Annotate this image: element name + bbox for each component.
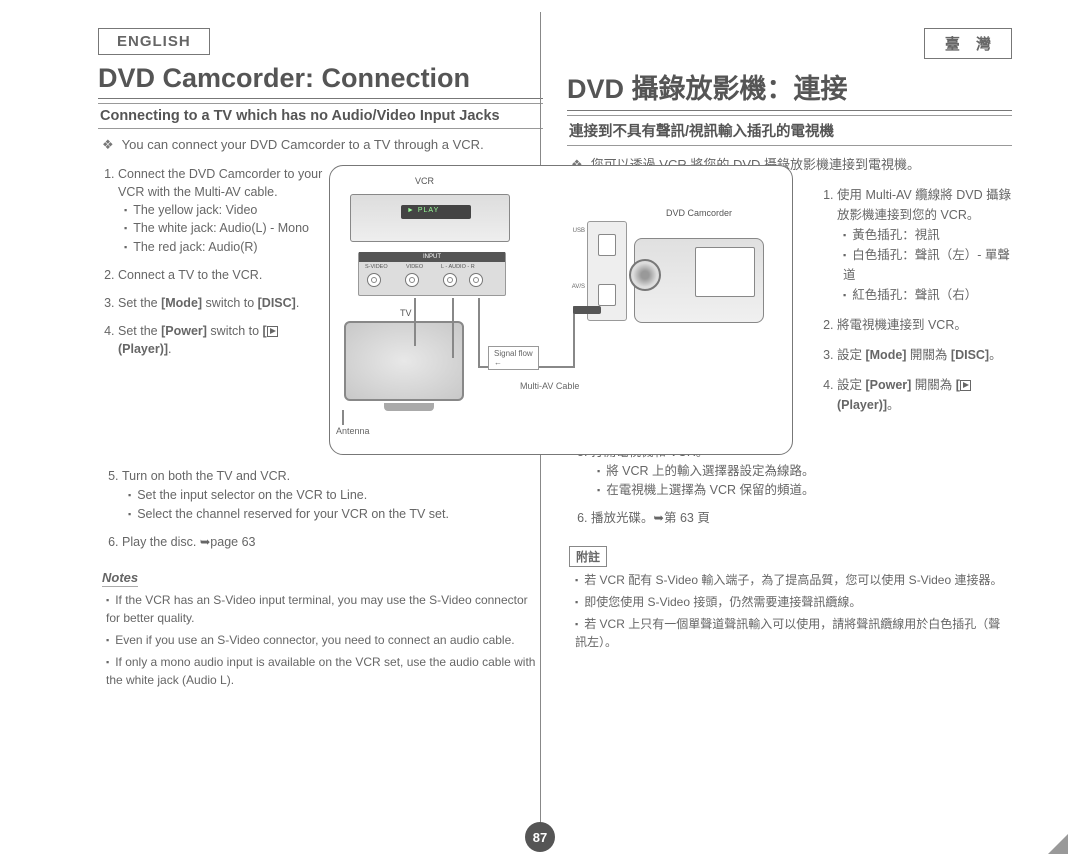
subtitle-tw: 連接到不具有聲訊/視訊輸入插孔的電視機 (567, 115, 1012, 146)
title-tw: DVD 攝錄放影機：連接 (567, 67, 1012, 111)
lbl-usb: USB (573, 228, 585, 234)
notes-en: If the VCR has an S-Video input terminal… (98, 591, 543, 689)
vcr-graphic: ► PLAY (350, 194, 510, 242)
lbl-mav: Multi-AV Cable (520, 381, 579, 391)
plug (573, 306, 601, 314)
cable-up (573, 306, 575, 368)
note2-en: Even if you use an S-Video connector, yo… (106, 631, 543, 649)
page-spread: ENGLISH DVD Camcorder: Connection Connec… (90, 28, 1020, 818)
s1c: The red jack: Audio(R) (124, 238, 323, 256)
note3-tw: 若 VCR 上只有一個單聲道聲訊輸入可以使用，請將聲訊纜線用於白色插孔（聲訊左）… (575, 615, 1012, 651)
step1-en: Connect the DVD Camcorder to your VCR wi… (118, 165, 323, 256)
signal-flow: Signal flow← (488, 346, 539, 370)
cable-w (452, 298, 454, 358)
s1a: The yellow jack: Video (124, 201, 323, 219)
note2-tw: 即使您使用 S-Video 接頭，仍然需要連接聲訊纜線。 (575, 593, 1012, 611)
tv-graphic (344, 321, 474, 431)
step1-tw: 使用 Multi-AV 纜線將 DVD 攝錄放影機連接到您的 VCR。 黃色插孔… (837, 185, 1012, 305)
step6-tw: 播放光碟。➥第 63 頁 (591, 509, 1012, 528)
play-icon (267, 326, 278, 337)
lbl-tv: TV (400, 308, 412, 318)
s5b: Select the channel reserved for your VCR… (128, 505, 543, 524)
page-corner-icon (1048, 834, 1068, 854)
title-en: DVD Camcorder: Connection (98, 63, 543, 99)
step6-en: Play the disc. ➥page 63 (122, 533, 543, 552)
play-icon (960, 380, 971, 391)
lbl-vcr: VCR (415, 176, 434, 186)
s5a: Set the input selector on the VCR to Lin… (128, 486, 543, 505)
page-number: 87 (525, 822, 555, 852)
connection-diagram: VCR ► PLAY INPUT S-VIDEO VIDEO L - AUDIO… (329, 165, 793, 455)
step3-tw: 設定 [Mode] 開關為 [DISC]。 (837, 345, 1012, 365)
step1-text: Connect the DVD Camcorder to your VCR wi… (118, 167, 322, 199)
step3-en: Set the [Mode] switch to [DISC]. (118, 294, 323, 312)
lang-label-tw: 臺 灣 (924, 28, 1012, 59)
camcorder-graphic (634, 238, 774, 338)
notes-heading-tw: 附註 (569, 546, 607, 567)
left-page: ENGLISH DVD Camcorder: Connection Connec… (90, 28, 555, 818)
steps-en-upper: Connect the DVD Camcorder to your VCR wi… (98, 165, 323, 455)
step4-tw: 設定 [Power] 開關為 [(Player)]。 (837, 375, 1012, 415)
step2-tw: 將電視機連接到 VCR。 (837, 315, 1012, 335)
cable-y (414, 298, 416, 346)
note3-en: If only a mono audio input is available … (106, 653, 543, 689)
subtitle-en: Connecting to a TV which has no Audio/Vi… (98, 103, 543, 129)
input-panel: INPUT S-VIDEO VIDEO L - AUDIO - R (358, 252, 506, 296)
step2-en: Connect a TV to the VCR. (118, 266, 323, 284)
steps-en-lower: Turn on both the TV and VCR. Set the inp… (98, 467, 543, 552)
cable-r (478, 298, 480, 368)
note1-tw: 若 VCR 配有 S-Video 輸入端子，為了提高品質，您可以使用 S-Vid… (575, 571, 1012, 589)
body-left: Connect the DVD Camcorder to your VCR wi… (98, 165, 543, 455)
notes-tw: 若 VCR 配有 S-Video 輸入端子，為了提高品質，您可以使用 S-Vid… (567, 571, 1012, 651)
s1b: The white jack: Audio(L) - Mono (124, 219, 323, 237)
steps-tw-upper: 使用 Multi-AV 纜線將 DVD 攝錄放影機連接到您的 VCR。 黃色插孔… (817, 185, 1012, 425)
lbl-av: AV/S (572, 284, 585, 290)
notes-heading-en: Notes (102, 570, 138, 587)
lbl-ant: Antenna (336, 426, 370, 436)
step4-en: Set the [Power] switch to [(Player)]. (118, 322, 323, 358)
note1-en: If the VCR has an S-Video input terminal… (106, 591, 543, 627)
intro-en: You can connect your DVD Camcorder to a … (102, 137, 539, 153)
lbl-cam: DVD Camcorder (666, 208, 732, 218)
steps-tw-lower: 打開電視機和 VCR。 將 VCR 上的輸入選擇器設定為線路。 在電視機上選擇為… (567, 443, 1012, 528)
step5-en: Turn on both the TV and VCR. Set the inp… (122, 467, 543, 523)
lang-label-en: ENGLISH (98, 28, 210, 55)
